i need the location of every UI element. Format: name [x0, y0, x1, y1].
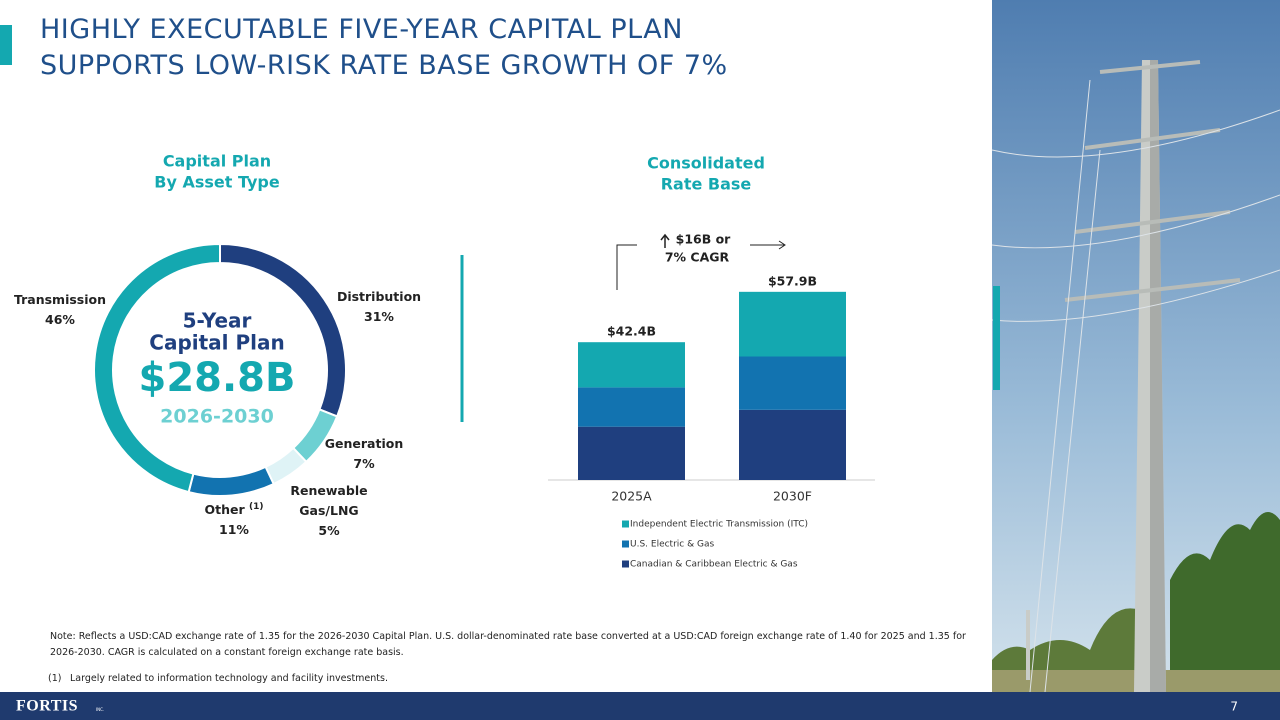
bar-segment [739, 291, 846, 357]
slice-label: Generation 7% [319, 434, 409, 474]
center-text: $28.8B [138, 355, 295, 401]
note: Note: Reflects a USD:CAD exchange rate o… [50, 631, 966, 658]
footer-bar [0, 692, 1280, 720]
center-text: 5-Year [183, 309, 252, 333]
x-tick-label: 2030F [773, 489, 812, 504]
bar-segment [739, 409, 846, 480]
legend-swatch [622, 520, 629, 528]
legend-swatch [622, 540, 629, 548]
annotation: 7% CAGR [665, 250, 730, 265]
photo-accent [993, 286, 1000, 390]
page-number: 7 [1230, 700, 1238, 714]
category-label: Transmission [13, 292, 107, 307]
slice-label: Renewable Gas/LNG 5% [289, 481, 369, 541]
bar-segment [578, 342, 685, 388]
slice-label: Other (1) 11% [204, 497, 264, 540]
category-label: Renewable Gas/LNG [290, 483, 368, 518]
total-label: $42.4B [607, 324, 656, 339]
value-label: 5% [318, 523, 340, 538]
x-tick-label: 2025A [611, 489, 652, 504]
donut-segment [187, 465, 275, 497]
value-label: 11% [219, 522, 249, 538]
chart-title: Capital Plan [163, 152, 271, 171]
photo [991, 0, 1280, 693]
category-label: Generation [324, 436, 404, 451]
legend-swatch [622, 560, 629, 568]
chart-title: Rate Base [661, 175, 752, 194]
footnote-text: Largely related to information technolog… [70, 673, 388, 684]
annotation: $16B or [676, 232, 732, 247]
legend-label: U.S. Electric & Gas [630, 540, 714, 550]
cagr-arrows [616, 233, 786, 290]
bar-segment [578, 426, 685, 480]
slide-title: SUPPORTS LOW-RISK RATE BASE GROWTH OF 7% [40, 50, 728, 81]
title-accent [0, 25, 12, 65]
legend-label: Independent Electric Transmission (ITC) [630, 520, 808, 530]
value-label: 31% [364, 309, 394, 324]
footnote-marker: (1) [48, 673, 62, 684]
bar-segment [739, 356, 846, 410]
slide-title: HIGHLY EXECUTABLE FIVE-YEAR CAPITAL PLAN [40, 14, 683, 45]
total-label: $57.9B [768, 273, 817, 288]
center-text: Capital Plan [149, 331, 284, 355]
donut-segment [93, 242, 221, 494]
value-label: 46% [45, 312, 75, 327]
chart-title: Consolidated [647, 154, 765, 173]
slice-label: Distribution 31% [329, 287, 429, 327]
logo-suffix: INC. [96, 707, 104, 712]
category-label: Other [204, 502, 245, 518]
legend-label: Canadian & Caribbean Electric & Gas [630, 560, 798, 570]
footnote-marker: (1) [249, 502, 264, 512]
chart-title: By Asset Type [154, 173, 280, 192]
value-label: 7% [353, 456, 375, 471]
slice-label: Transmission 46% [10, 290, 110, 330]
logo: FORTIS [16, 698, 78, 715]
bar-segment [578, 387, 685, 427]
category-label: Distribution [336, 289, 422, 304]
center-text: 2026-2030 [160, 406, 274, 428]
